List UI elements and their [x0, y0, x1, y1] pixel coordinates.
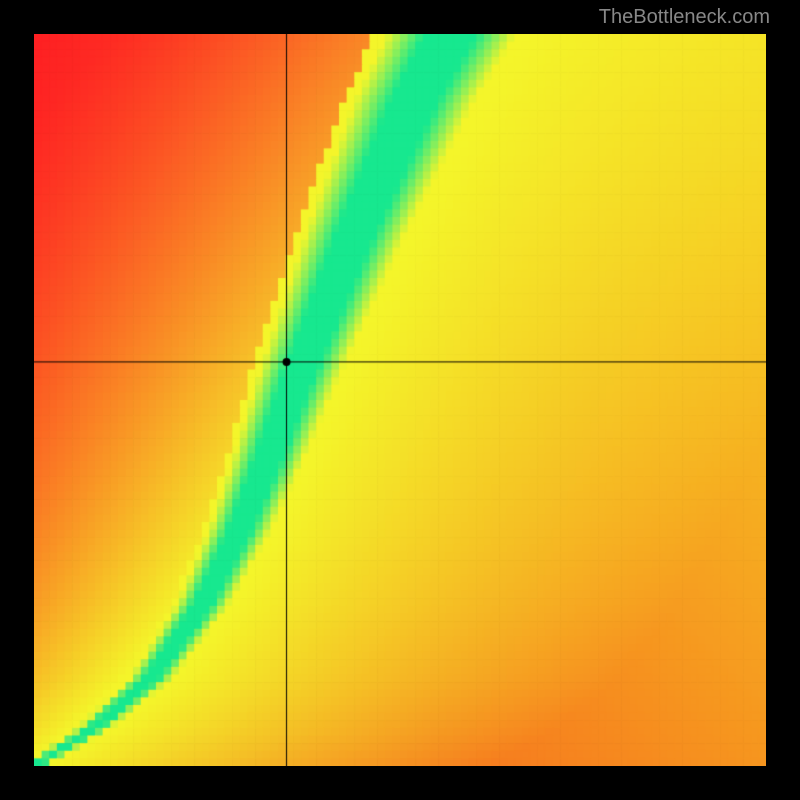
bottleneck-heatmap	[34, 34, 766, 766]
watermark-text: TheBottleneck.com	[599, 6, 770, 29]
